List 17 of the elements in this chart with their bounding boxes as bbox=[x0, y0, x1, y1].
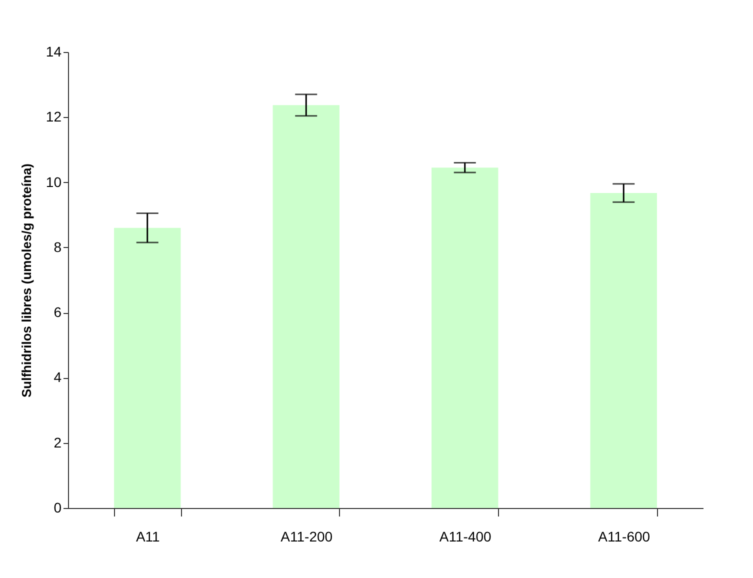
y-tick-label: 12 bbox=[46, 108, 62, 125]
y-tick-label: 4 bbox=[54, 369, 62, 386]
y-tick-label: 0 bbox=[54, 500, 62, 516]
y-tick-label: 14 bbox=[46, 44, 62, 60]
x-tick-label: A11-600 bbox=[598, 528, 650, 544]
y-tick-label: 6 bbox=[54, 304, 62, 320]
bar bbox=[432, 168, 498, 508]
x-tick-label: A11-200 bbox=[280, 528, 333, 544]
x-tick-label: A11 bbox=[136, 528, 160, 544]
bar bbox=[590, 193, 657, 508]
y-tick-label: 2 bbox=[54, 434, 62, 450]
y-axis-title: Sulfhidrilos libres (umoles/g proteína) bbox=[18, 163, 34, 398]
x-tick-label: A11-400 bbox=[439, 528, 492, 544]
bar bbox=[272, 105, 340, 508]
bar bbox=[114, 228, 181, 508]
y-tick-label: 10 bbox=[46, 174, 62, 190]
y-tick-label: 8 bbox=[54, 238, 62, 255]
